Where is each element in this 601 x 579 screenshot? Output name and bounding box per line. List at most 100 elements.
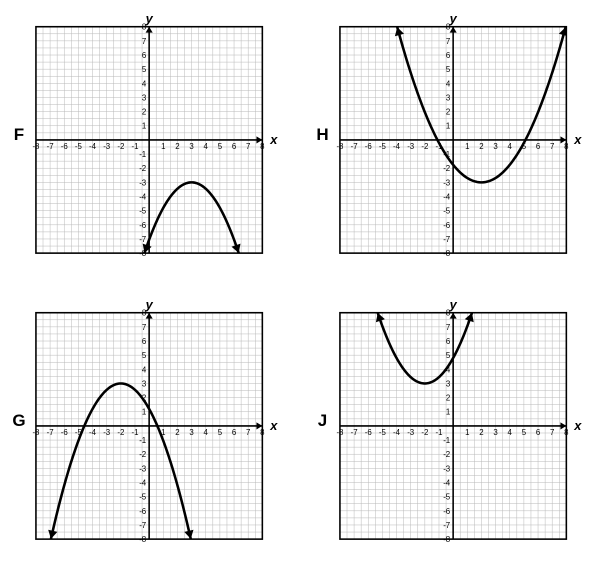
svg-text:-2: -2 [139, 164, 146, 173]
svg-text:-6: -6 [443, 221, 451, 230]
svg-text:1: 1 [142, 122, 146, 131]
svg-text:4: 4 [507, 142, 512, 151]
svg-text:-5: -5 [443, 207, 451, 216]
svg-text:2: 2 [479, 142, 483, 151]
svg-text:2: 2 [479, 428, 483, 437]
svg-text:6: 6 [445, 337, 450, 346]
svg-text:7: 7 [550, 142, 554, 151]
svg-text:6: 6 [445, 51, 450, 60]
svg-text:-8: -8 [336, 428, 344, 437]
svg-text:-8: -8 [443, 249, 451, 258]
svg-text:-5: -5 [139, 207, 147, 216]
svg-text:-3: -3 [407, 142, 415, 151]
svg-text:5: 5 [218, 142, 223, 151]
svg-text:4: 4 [445, 79, 450, 88]
svg-text:-6: -6 [61, 428, 69, 437]
svg-text:-7: -7 [139, 235, 146, 244]
svg-text:8: 8 [564, 428, 569, 437]
chart: -8-8-7-7-6-6-5-5-4-4-3-3-2-2-1-111223344… [32, 298, 284, 544]
svg-text:7: 7 [246, 142, 250, 151]
svg-text:4: 4 [507, 428, 512, 437]
svg-text:7: 7 [142, 37, 146, 46]
panel-label: F [12, 125, 26, 145]
svg-text:1: 1 [161, 142, 165, 151]
chart-grid: F-8-8-7-7-6-6-5-5-4-4-3-3-2-2-1-11122334… [12, 12, 589, 544]
svg-text:5: 5 [142, 351, 147, 360]
svg-text:-1: -1 [131, 428, 138, 437]
svg-text:1: 1 [465, 142, 469, 151]
svg-text:-4: -4 [393, 142, 401, 151]
y-axis-label: y [448, 12, 457, 26]
svg-text:1: 1 [445, 122, 449, 131]
panel-G: G-8-8-7-7-6-6-5-5-4-4-3-3-2-2-1-11122334… [12, 298, 286, 544]
svg-text:-7: -7 [139, 521, 146, 530]
panel-F: F-8-8-7-7-6-6-5-5-4-4-3-3-2-2-1-11122334… [12, 12, 286, 258]
svg-text:-2: -2 [421, 428, 428, 437]
svg-text:3: 3 [493, 428, 498, 437]
svg-text:-4: -4 [89, 142, 97, 151]
svg-text:-6: -6 [61, 142, 69, 151]
svg-text:4: 4 [142, 79, 147, 88]
svg-text:2: 2 [445, 394, 449, 403]
svg-text:7: 7 [246, 428, 250, 437]
svg-text:-6: -6 [364, 142, 372, 151]
svg-text:3: 3 [493, 142, 498, 151]
svg-text:-1: -1 [139, 436, 146, 445]
svg-text:-4: -4 [139, 192, 147, 201]
svg-text:-4: -4 [393, 428, 401, 437]
svg-text:7: 7 [445, 37, 449, 46]
svg-text:6: 6 [142, 51, 147, 60]
y-axis-label: y [448, 298, 457, 312]
y-axis-label: y [145, 298, 154, 312]
svg-text:-1: -1 [443, 436, 450, 445]
x-axis-label: x [269, 418, 278, 433]
svg-text:4: 4 [142, 365, 147, 374]
svg-text:-6: -6 [364, 428, 372, 437]
svg-text:-3: -3 [407, 428, 415, 437]
svg-text:-8: -8 [443, 535, 451, 544]
svg-text:-5: -5 [75, 142, 83, 151]
panel-H: H-8-8-7-7-6-6-5-5-4-4-3-3-2-2-1-11122334… [316, 12, 590, 258]
svg-text:-3: -3 [139, 178, 147, 187]
svg-text:3: 3 [189, 142, 194, 151]
svg-text:-4: -4 [139, 478, 147, 487]
svg-text:4: 4 [204, 428, 209, 437]
svg-text:8: 8 [260, 142, 265, 151]
svg-text:5: 5 [218, 428, 223, 437]
svg-text:-7: -7 [350, 428, 357, 437]
svg-text:-7: -7 [443, 235, 450, 244]
svg-text:-4: -4 [89, 428, 97, 437]
svg-text:-7: -7 [47, 428, 54, 437]
x-axis-label: x [573, 418, 582, 433]
chart: -8-8-7-7-6-6-5-5-4-4-3-3-2-2-1-111223344… [336, 12, 588, 258]
svg-text:3: 3 [189, 428, 194, 437]
svg-text:-2: -2 [117, 142, 124, 151]
svg-text:5: 5 [445, 65, 450, 74]
svg-text:7: 7 [550, 428, 554, 437]
svg-text:7: 7 [445, 323, 449, 332]
svg-text:-1: -1 [131, 142, 138, 151]
y-axis-label: y [145, 12, 154, 26]
svg-text:2: 2 [175, 428, 179, 437]
svg-text:5: 5 [142, 65, 147, 74]
svg-text:-5: -5 [139, 493, 147, 502]
svg-text:-6: -6 [139, 221, 147, 230]
svg-text:6: 6 [232, 428, 237, 437]
svg-text:2: 2 [175, 142, 179, 151]
svg-text:6: 6 [232, 142, 237, 151]
svg-text:-2: -2 [139, 450, 146, 459]
chart: -8-8-7-7-6-6-5-5-4-4-3-3-2-2-1-111223344… [32, 12, 284, 258]
svg-text:-4: -4 [443, 192, 451, 201]
svg-text:-1: -1 [435, 428, 442, 437]
svg-text:-8: -8 [32, 428, 40, 437]
svg-text:-6: -6 [443, 507, 451, 516]
panel-label: H [316, 125, 330, 145]
chart: -8-8-7-7-6-6-5-5-4-4-3-3-2-2-1-111223344… [336, 298, 588, 544]
svg-text:6: 6 [535, 142, 540, 151]
svg-text:-7: -7 [350, 142, 357, 151]
svg-text:-7: -7 [443, 521, 450, 530]
svg-text:-1: -1 [139, 150, 146, 159]
svg-text:-3: -3 [443, 178, 451, 187]
svg-text:-8: -8 [32, 142, 40, 151]
svg-text:4: 4 [204, 142, 209, 151]
